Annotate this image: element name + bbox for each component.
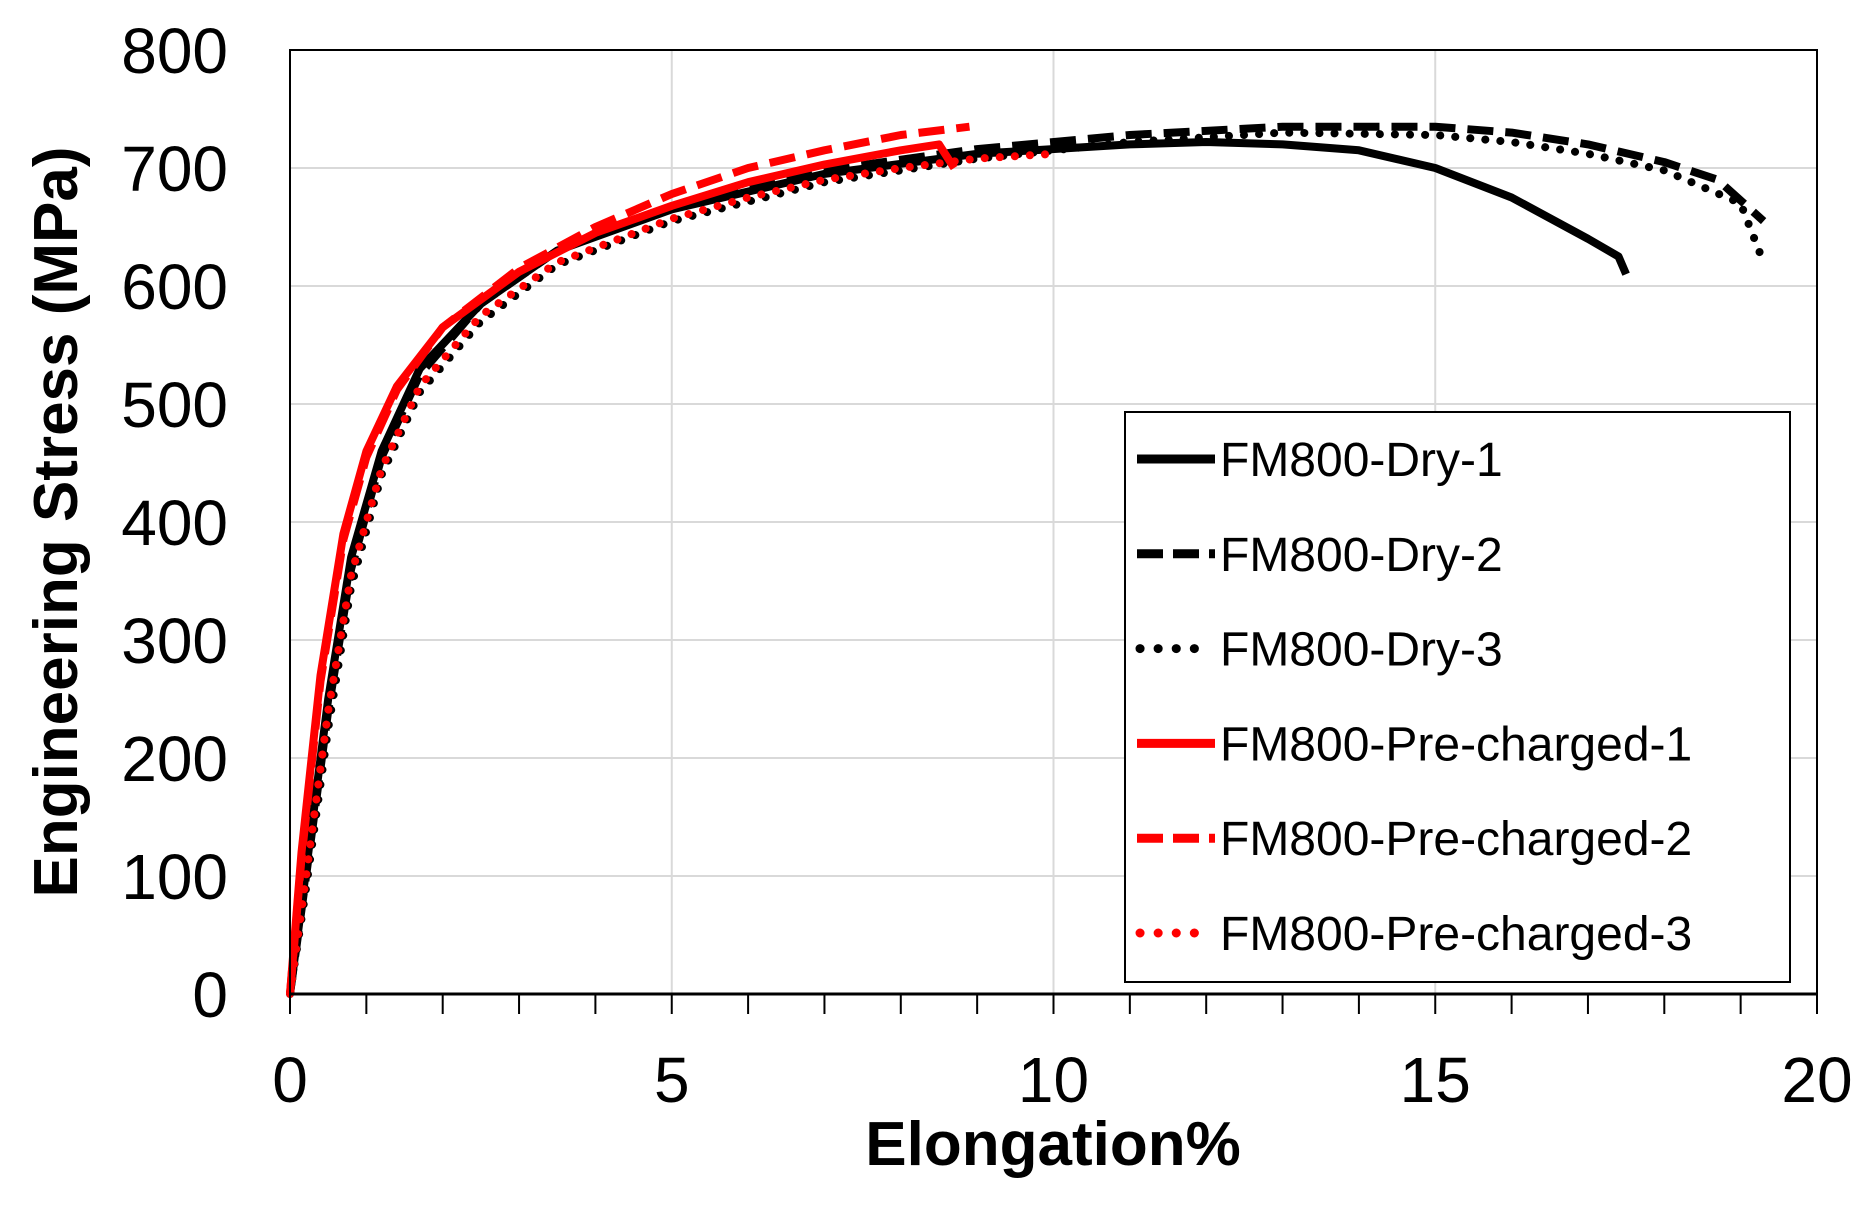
series-curve-3 [286, 128, 1768, 998]
y-tick-label: 500 [121, 369, 228, 441]
y-tick-label: 200 [121, 723, 228, 795]
y-tick-label: 400 [121, 487, 228, 559]
x-tick-label: 20 [1781, 1044, 1852, 1116]
legend-label: FM800-Pre-charged-2 [1220, 813, 1692, 866]
series-curves [286, 122, 1768, 998]
legend-label: FM800-Dry-3 [1220, 624, 1503, 677]
y-tick-label: 300 [121, 605, 228, 677]
x-tick-label: 0 [272, 1044, 308, 1116]
x-tick-label: 15 [1400, 1044, 1471, 1116]
series-curve-5 [286, 122, 970, 995]
x-axis-title: Elongation% [865, 1110, 1240, 1179]
x-tick-label: 10 [1018, 1044, 1089, 1116]
y-tick-label: 100 [121, 841, 228, 913]
y-tick-label: 600 [121, 251, 228, 323]
x-tick-label: 5 [654, 1044, 690, 1116]
legend-label: FM800-Pre-charged-1 [1220, 718, 1692, 771]
legend: FM800-Dry-1 FM800-Dry-2 FM800-Dry-3 FM800-P… [1124, 411, 1791, 983]
legend-label: FM800-Dry-1 [1220, 434, 1503, 487]
y-axis-title: Engineering Stress (MPa) [22, 146, 91, 897]
y-tick-label: 800 [121, 15, 228, 87]
series-curve-2 [286, 122, 1767, 995]
y-tick-label: 700 [121, 133, 228, 205]
series-curve-4 [286, 140, 958, 995]
legend-label: FM800-Pre-charged-3 [1220, 908, 1692, 961]
legend-label: FM800-Dry-2 [1220, 529, 1503, 582]
legend-box [1124, 411, 1791, 983]
y-tick-label: 0 [192, 959, 228, 1031]
axis-ticks: 0 100 200 300 400 500 600 700 800 0 5 10 15 20 [121, 15, 1852, 1116]
